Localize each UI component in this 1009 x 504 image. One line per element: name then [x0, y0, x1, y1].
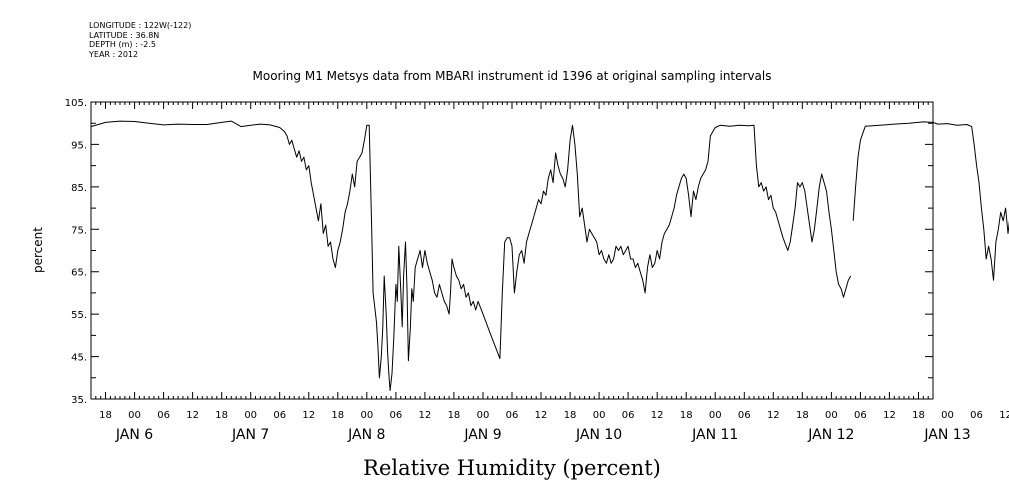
x-hour-label: 12: [535, 410, 548, 421]
y-tick-label: 85.: [71, 183, 87, 194]
x-axis-label: Relative Humidity (percent): [363, 456, 661, 480]
x-day-label: JAN 12: [807, 427, 854, 443]
y-tick-label: 65.: [71, 268, 87, 279]
tick-marks: [90, 101, 934, 400]
x-hour-label: 00: [128, 410, 141, 421]
x-hour-label: 18: [680, 410, 693, 421]
x-hour-label: 18: [215, 410, 228, 421]
x-hour-label: 12: [999, 410, 1009, 421]
x-day-label: JAN 9: [463, 427, 501, 443]
y-tick-label: 35.: [71, 395, 87, 406]
x-hour-label: 00: [593, 410, 606, 421]
x-hour-label: 00: [709, 410, 722, 421]
x-hour-label: 18: [564, 410, 577, 421]
x-hour-label: 06: [273, 410, 286, 421]
meta-latitude: LATITUDE : 36.8N: [89, 30, 160, 40]
x-day-label: JAN 11: [691, 427, 738, 443]
x-hour-label: 12: [883, 410, 896, 421]
y-tick-label: 75.: [71, 225, 87, 236]
x-hour-label: 06: [970, 410, 983, 421]
x-hour-label: 18: [796, 410, 809, 421]
y-tick-label: 45.: [71, 353, 87, 364]
x-hour-label: 18: [331, 410, 344, 421]
y-tick-label: 105.: [65, 98, 87, 109]
series-line-segment: [90, 120, 852, 391]
x-hour-label: 12: [302, 410, 315, 421]
meta-longitude: LONGITUDE : 122W(-122): [89, 21, 192, 30]
x-hour-label: 00: [244, 410, 257, 421]
x-hour-label: 06: [622, 410, 635, 421]
x-hour-label: 00: [360, 410, 373, 421]
x-hour-label: 18: [448, 410, 461, 421]
x-hour-label: 06: [854, 410, 867, 421]
x-day-label: JAN 6: [115, 427, 153, 443]
meta-depth: DEPTH (m) : -2.5: [89, 40, 156, 49]
x-hour-label: 06: [157, 410, 170, 421]
x-day-label: JAN 7: [231, 427, 269, 443]
x-hour-label: 06: [389, 410, 402, 421]
chart-title: Mooring M1 Metsys data from MBARI instru…: [253, 69, 772, 83]
x-hour-label: 06: [738, 410, 751, 421]
metadata-block: LONGITUDE : 122W(-122) LATITUDE : 36.8N …: [89, 21, 191, 59]
x-hour-label: 18: [99, 410, 112, 421]
x-hour-label: 00: [825, 410, 838, 421]
x-day-labels: JAN 6 JAN 7 JAN 8 JAN 9 JAN 10 JAN 11 JAN 12 JA…: [115, 427, 971, 443]
axis-ticks: [90, 101, 934, 400]
x-day-label: JAN 8: [347, 427, 385, 443]
y-axis-label: percent: [31, 227, 45, 273]
meta-year: YEAR : 2012: [89, 49, 139, 59]
x-hour-label: 12: [419, 410, 432, 421]
x-day-label: JAN 10: [575, 427, 622, 443]
y-tick-label: 95.: [71, 140, 87, 151]
x-day-label: JAN 13: [923, 427, 970, 443]
x-hour-label: 00: [477, 410, 490, 421]
x-hour-label: 06: [506, 410, 519, 421]
x-hour-label: 00: [941, 410, 954, 421]
humidity-series: [90, 120, 1009, 391]
x-hour-label: 18: [912, 410, 925, 421]
x-hour-label: 12: [767, 410, 780, 421]
x-hour-label: 12: [186, 410, 199, 421]
series-line-segment: [852, 121, 1009, 281]
x-hour-label: 12: [651, 410, 664, 421]
x-hour-tick-labels: 18 00 06 12 18 00 06 12 18 00 06 12 18 00 06 12 18 00 06 12…: [99, 410, 1009, 421]
y-tick-labels: 35. 45. 55. 65. 75. 85. 95. 105.: [65, 98, 87, 406]
y-tick-label: 55.: [71, 310, 87, 321]
